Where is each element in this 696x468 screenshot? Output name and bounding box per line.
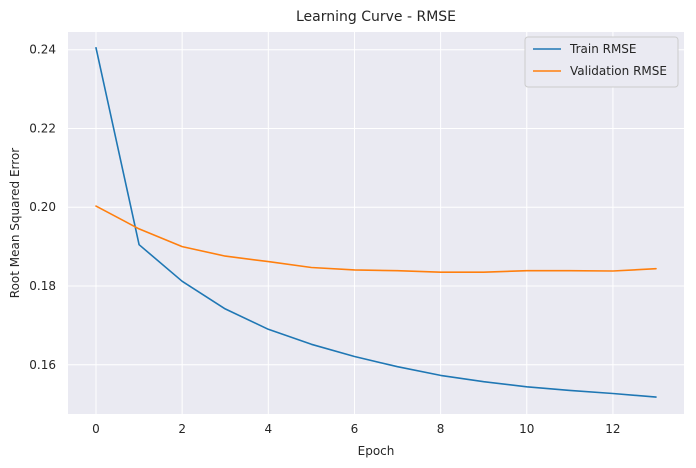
- y-tick-labels: 0.16 0.18 0.20 0.22 0.24: [29, 43, 56, 372]
- x-tick-label: 4: [264, 422, 272, 436]
- y-axis-label: Root Mean Squared Error: [8, 148, 22, 299]
- y-tick-label: 0.24: [29, 43, 56, 57]
- y-tick-label: 0.16: [29, 358, 56, 372]
- legend: Train RMSE Validation RMSE: [524, 36, 679, 88]
- series-line-validation-rmse: [95, 205, 657, 274]
- series-lines: [95, 46, 657, 398]
- x-tick-label: 0: [92, 422, 100, 436]
- x-tick-label: 8: [437, 422, 445, 436]
- y-tick-label: 0.22: [29, 121, 56, 135]
- legend-label-train: Train RMSE: [569, 42, 637, 56]
- y-tick-label: 0.20: [29, 200, 56, 214]
- y-tick-label: 0.18: [29, 279, 56, 293]
- x-tick-label: 2: [178, 422, 186, 436]
- x-axis-label: Epoch: [358, 444, 395, 458]
- series-line-train-rmse: [95, 46, 657, 398]
- x-tick-label: 6: [351, 422, 359, 436]
- x-tick-label: 12: [605, 422, 620, 436]
- plot-area: [68, 32, 684, 414]
- legend-label-validation: Validation RMSE: [570, 64, 667, 78]
- grid-lines: [68, 32, 684, 414]
- x-tick-label: 10: [519, 422, 534, 436]
- legend-box: [524, 36, 679, 88]
- chart-title: Learning Curve - RMSE: [296, 9, 456, 25]
- x-tick-labels: 0 2 4 6 8 10 12: [92, 422, 620, 436]
